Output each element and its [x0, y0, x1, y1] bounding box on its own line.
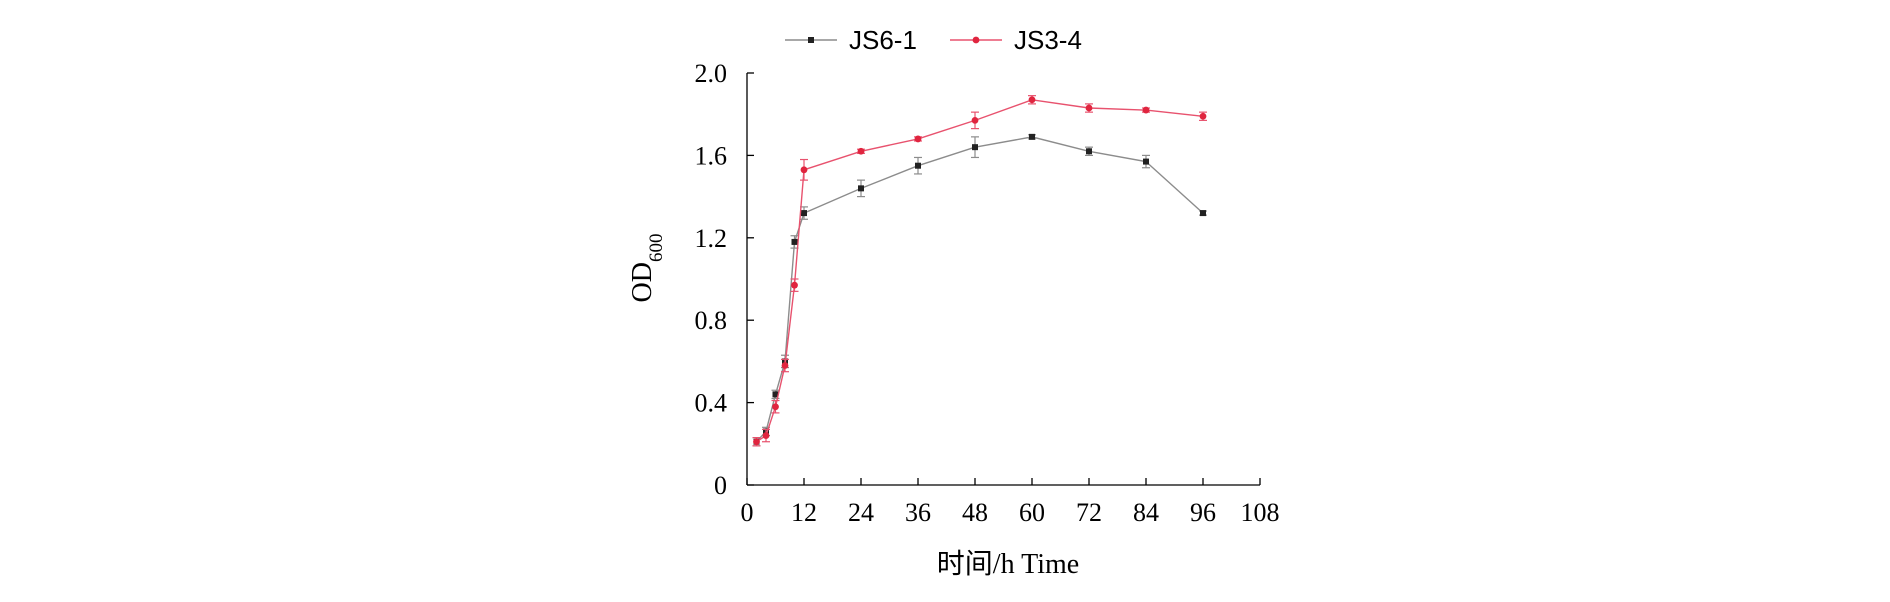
y-tick-label: 1.6 — [695, 141, 728, 170]
legend-swatch-marker — [972, 36, 980, 44]
data-point — [762, 432, 770, 439]
data-point — [1200, 210, 1206, 217]
data-point — [1028, 96, 1036, 104]
data-point — [781, 362, 789, 369]
y-axis-title: OD600 — [627, 234, 667, 303]
data-point — [1086, 148, 1092, 155]
data-point — [971, 116, 979, 124]
y-tick-label: 0 — [714, 471, 727, 500]
series-line — [756, 99, 1204, 443]
data-point — [772, 403, 779, 411]
legend-swatch-marker — [808, 37, 814, 43]
legend-label: JS3-4 — [1014, 25, 1082, 55]
x-tick-label: 24 — [848, 498, 874, 527]
data-point — [753, 438, 760, 446]
x-tick-label: 84 — [1133, 498, 1159, 527]
series-line — [755, 136, 1204, 443]
x-tick-label: 108 — [1241, 498, 1280, 527]
data-point — [858, 185, 864, 192]
data-point — [800, 166, 808, 174]
y-axis-title-sub: 600 — [646, 234, 667, 263]
data-point — [914, 135, 922, 143]
series-JS6-1 — [752, 133, 1207, 447]
data-point — [791, 281, 798, 289]
y-tick-label: 0.4 — [695, 389, 728, 418]
data-point — [1085, 104, 1093, 112]
data-point — [857, 147, 865, 155]
x-tick-label: 12 — [791, 498, 817, 527]
x-tick-label: 48 — [962, 498, 988, 527]
y-axis-ticks: 0 0.4 0.8 1.2 1.6 2.0 — [695, 59, 754, 500]
y-tick-label: 0.8 — [695, 306, 728, 335]
x-axis-title: 时间/h Time — [937, 548, 1079, 580]
data-point — [772, 391, 779, 398]
data-point — [1142, 106, 1150, 114]
x-tick-label: 96 — [1190, 498, 1216, 527]
plot-area — [746, 73, 1260, 486]
y-tick-label: 2.0 — [695, 59, 728, 88]
legend: JS6-1 JS3-4 — [785, 25, 1082, 55]
legend-item-JS3-4: JS3-4 — [950, 25, 1082, 55]
x-axis-ticks: 0 12 24 36 48 60 72 84 96 108 — [741, 478, 1280, 527]
data-point — [1199, 112, 1207, 120]
y-tick-label: 1.2 — [695, 224, 728, 253]
x-tick-label: 0 — [741, 498, 754, 527]
data-point — [972, 144, 978, 151]
y-axis-title-main: OD — [627, 262, 658, 302]
x-tick-label: 72 — [1076, 498, 1102, 527]
series-JS3-4 — [752, 95, 1207, 447]
data-point — [1029, 133, 1035, 140]
x-tick-label: 36 — [905, 498, 931, 527]
data-point — [791, 238, 798, 245]
x-tick-label: 60 — [1019, 498, 1045, 527]
data-point — [801, 210, 807, 217]
legend-item-JS6-1: JS6-1 — [785, 25, 917, 55]
legend-label: JS6-1 — [849, 25, 917, 55]
data-point — [1143, 158, 1149, 165]
data-point — [915, 162, 921, 169]
